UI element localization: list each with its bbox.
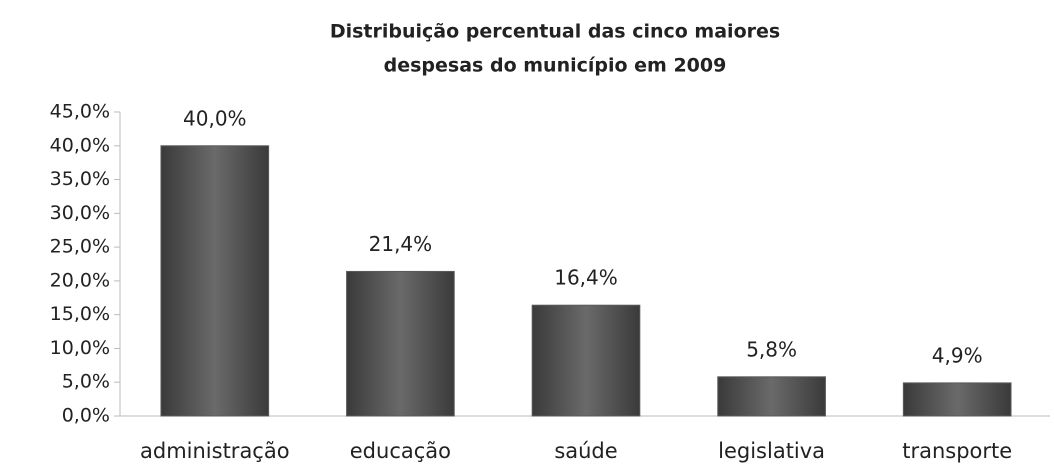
bar xyxy=(160,145,270,417)
y-tick-label: 15,0% xyxy=(50,303,110,325)
bar xyxy=(531,304,641,417)
value-label: 16,4% xyxy=(554,266,618,290)
x-tick-label: transporte xyxy=(902,439,1012,463)
y-tick-label: 10,0% xyxy=(50,337,110,359)
y-tick-label: 25,0% xyxy=(50,236,110,258)
x-tick-label: legislativa xyxy=(718,439,825,463)
y-tick-label: 5,0% xyxy=(62,371,110,393)
y-tick-label: 45,0% xyxy=(50,101,110,123)
bar xyxy=(717,376,826,417)
chart-title: despesas do município em 2009 xyxy=(384,55,727,77)
y-tick-label: 20,0% xyxy=(50,269,110,291)
chart-title: Distribuição percentual das cinco maiore… xyxy=(330,21,780,43)
y-tick-label: 30,0% xyxy=(50,202,110,224)
value-label: 4,9% xyxy=(932,343,983,367)
value-label: 5,8% xyxy=(746,337,797,361)
x-tick-label: saúde xyxy=(554,439,617,463)
x-tick-label: administração xyxy=(140,439,290,463)
bar xyxy=(902,382,1012,417)
y-tick-label: 35,0% xyxy=(50,168,110,190)
x-tick-label: educação xyxy=(350,439,451,463)
bar xyxy=(346,270,455,417)
y-tick-label: 40,0% xyxy=(50,134,110,156)
value-label: 21,4% xyxy=(369,232,433,256)
y-tick-label: 0,0% xyxy=(62,405,110,427)
value-label: 40,0% xyxy=(183,106,247,130)
